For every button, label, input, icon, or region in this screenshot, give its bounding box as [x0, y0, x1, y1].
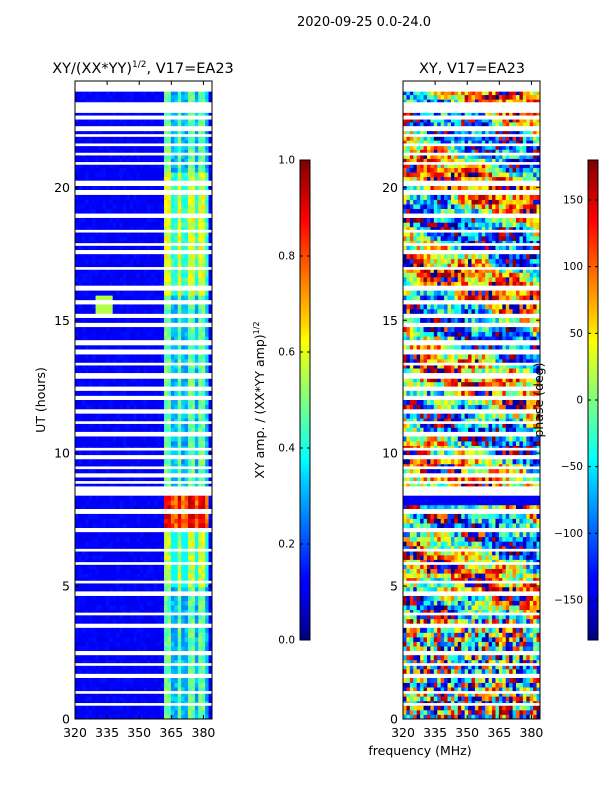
amplitude-heatmap — [75, 81, 212, 719]
suptitle: 2020-09-25 0.0-24.0 — [297, 15, 431, 30]
amplitude-colorbar-ticks: 0.0 0.2 0.4 0.6 0.8 1.0 — [278, 155, 310, 647]
colorbar-tick-label: 0.6 — [278, 347, 295, 359]
x-tick-label: 335 — [95, 725, 119, 740]
x-tick-label: 365 — [159, 725, 183, 740]
amplitude-axes-frame — [74, 80, 213, 720]
colorbar-tick-label: 150 — [563, 195, 583, 207]
x-tick-label: 365 — [487, 725, 511, 740]
y-tick-label: 5 — [390, 579, 398, 594]
phase-colorbar-label: phase (deg) — [531, 362, 546, 437]
amplitude-ylabel: UT (hours) — [33, 367, 48, 433]
x-tick-label: 335 — [423, 725, 447, 740]
colorbar-tick-label: 50 — [570, 328, 583, 340]
y-tick-label: 20 — [382, 180, 398, 195]
colorbar-tick-label: 1.0 — [278, 155, 295, 167]
colorbar-tick-label: −50 — [561, 461, 583, 473]
y-tick-label: 0 — [390, 712, 398, 727]
phase-heatmap — [403, 81, 540, 719]
amplitude-colorbar-ramp — [299, 159, 311, 641]
phase-ticks: 320 335 350 365 380 0 5 10 15 20 — [382, 81, 543, 740]
colorbar-tick-label: 100 — [563, 261, 583, 273]
x-tick-label: 350 — [455, 725, 479, 740]
x-tick-label: 380 — [520, 725, 544, 740]
colorbar-tick-label: 0 — [576, 395, 583, 407]
phase-colorbar: −150 −100 −50 0 50 100 150 phase (deg) — [531, 159, 599, 641]
y-tick-label: 0 — [62, 712, 70, 727]
colorbar-tick-label: 0.2 — [278, 539, 295, 551]
x-tick-label: 320 — [63, 725, 87, 740]
y-tick-label: 20 — [54, 180, 70, 195]
y-tick-label: 15 — [54, 313, 70, 328]
phase-panel: XY, V17=EA23 320 335 350 365 380 0 5 10 15 20 fre… — [368, 61, 543, 758]
y-tick-label: 5 — [62, 579, 70, 594]
phase-colorbar-ticks: −150 −100 −50 0 50 100 150 — [554, 195, 598, 607]
colorbar-tick-label: 0.0 — [278, 635, 295, 647]
y-tick-label: 15 — [382, 313, 398, 328]
amplitude-panel: XY/(XX*YY)1/2, V17=EA23 320 335 350 365 380 0… — [33, 60, 234, 740]
colorbar-tick-label: 0.8 — [278, 251, 295, 263]
y-tick-label: 10 — [382, 446, 398, 461]
y-tick-label: 10 — [54, 446, 70, 461]
phase-panel-title: XY, V17=EA23 — [419, 61, 525, 77]
amplitude-panel-title: XY/(XX*YY)1/2, V17=EA23 — [52, 60, 234, 77]
colorbar-tick-label: −150 — [554, 595, 583, 607]
colorbar-tick-label: 0.4 — [278, 443, 295, 455]
x-tick-label: 320 — [391, 725, 415, 740]
phase-xlabel: frequency (MHz) — [368, 743, 471, 758]
amplitude-ticks: 320 335 350 365 380 0 5 10 15 20 — [54, 81, 215, 740]
x-tick-label: 350 — [127, 725, 151, 740]
amplitude-colorbar: 0.0 0.2 0.4 0.6 0.8 1.0 XY amp. / (XX*YY amp)… — [252, 155, 311, 647]
colorbar-tick-label: −100 — [554, 528, 583, 540]
amplitude-colorbar-label: XY amp. / (XX*YY amp)1/2 — [252, 321, 267, 478]
x-tick-label: 380 — [192, 725, 216, 740]
phase-axes-frame — [402, 80, 541, 720]
